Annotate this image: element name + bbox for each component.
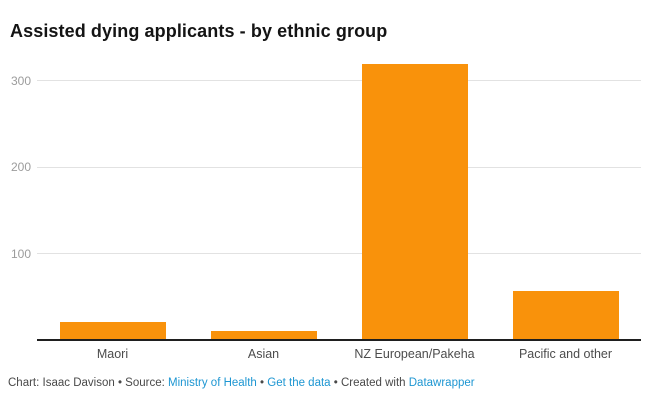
x-axis-baseline: [37, 339, 641, 341]
y-tick-label-100: 100: [10, 246, 31, 261]
gridline-100: [37, 253, 641, 255]
bar-asian: [210, 331, 317, 340]
category-label-pacific-and-other: Pacific and other: [518, 347, 613, 361]
category-label-asian: Asian: [247, 347, 280, 361]
get-the-data-link[interactable]: Get the data: [267, 377, 331, 389]
y-tick-label-200: 200: [10, 160, 31, 175]
footer-separator: •: [114, 377, 126, 389]
bar-maori: [59, 321, 166, 340]
footer-credit: Chart: Isaac Davison: [8, 377, 115, 389]
footer-source-label: Source:: [125, 377, 168, 389]
chart-title: Assisted dying applicants - by ethnic gr…: [10, 21, 388, 42]
footer-separator: •: [330, 377, 341, 389]
datawrapper-link[interactable]: Datawrapper: [408, 377, 475, 389]
gridline-200: [37, 166, 641, 168]
gridline-300: [37, 80, 641, 81]
category-label-nz-european-pakeha: NZ European/Pakeha: [354, 347, 475, 361]
chart-footer: Chart: Isaac Davison • Source: Ministry …: [8, 377, 475, 389]
footer-separator: •: [256, 377, 268, 389]
y-tick-label-300: 300: [10, 73, 31, 88]
footer-created-with: Created with: [340, 377, 409, 389]
bar-nz-european-pakeha: [361, 64, 468, 340]
category-label-maori: Maori: [96, 347, 129, 361]
bar-pacific-and-other: [512, 290, 619, 340]
source-link[interactable]: Ministry of Health: [168, 377, 257, 389]
